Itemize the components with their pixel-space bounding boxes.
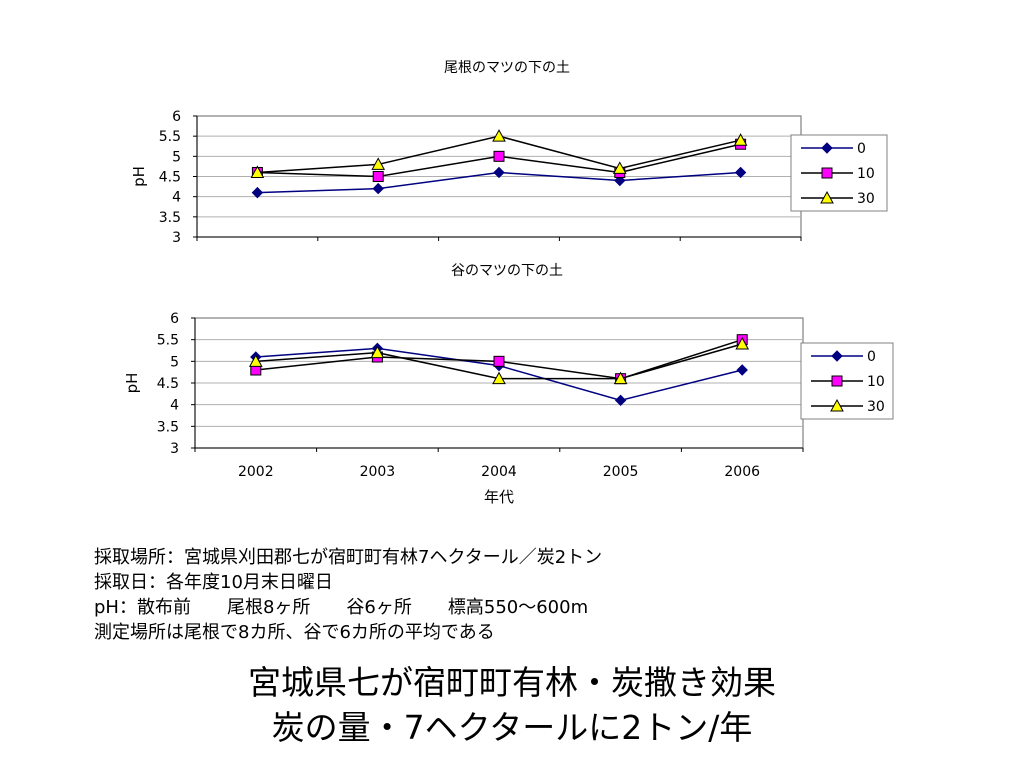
data-point-0 — [614, 394, 627, 407]
x-tick-label: 2003 — [360, 464, 396, 480]
chart-1: 尾根のマツの下の土 3 3.5 4 4.5 5 5.5 6 pH 0 10 30 — [130, 60, 888, 246]
x-tick-label: 2004 — [481, 464, 517, 480]
y-tick-label: 6 — [170, 311, 179, 327]
x-axis-label: 年代 — [484, 488, 514, 506]
data-point-30 — [370, 345, 385, 359]
data-point-30 — [733, 133, 748, 146]
y-tick-label: 5 — [170, 354, 179, 370]
legend-marker-30 — [820, 190, 834, 204]
y-tick-label: 5 — [172, 149, 181, 165]
y-tick-label: 4.5 — [157, 376, 179, 392]
data-point-0 — [372, 182, 384, 195]
y-axis-label: pH — [123, 373, 141, 394]
legend-label: 10 — [857, 166, 875, 182]
data-point-30 — [492, 129, 506, 142]
data-point-30 — [371, 157, 386, 170]
data-point-0 — [734, 166, 747, 179]
data-point-30 — [612, 161, 627, 174]
chart-title: 尾根のマツの下の土 — [444, 60, 570, 76]
y-tick-label: 5.5 — [159, 129, 181, 145]
legend-marker-10 — [821, 167, 833, 179]
y-tick-label: 3.5 — [157, 419, 179, 435]
data-point-10 — [372, 171, 384, 182]
x-tick-label: 2005 — [603, 464, 639, 480]
x-tick-label: 2006 — [724, 464, 760, 480]
sampling-date-note: 採取日：各年度10月末日曜日 — [94, 572, 333, 593]
legend-label: 10 — [867, 374, 885, 390]
data-point-0 — [736, 364, 748, 376]
y-tick-label: 6 — [172, 109, 181, 125]
chart-title: 谷のマツの下の土 — [451, 263, 563, 279]
data-point-0 — [493, 166, 505, 179]
y-tick-label: 3 — [172, 230, 181, 246]
legend-label: 0 — [867, 349, 876, 365]
y-tick-label: 4 — [170, 398, 179, 414]
measurement-note: 測定場所は尾根で8カ所、谷で6カ所の平均である — [94, 622, 495, 643]
x-tick-label: 2002 — [238, 464, 274, 480]
data-point-10 — [493, 355, 505, 367]
ph-sites-note: pH：散布前 尾根8ヶ所 谷6ヶ所 標高550～600m — [94, 597, 589, 618]
legend-marker-30 — [830, 398, 844, 412]
data-point-30 — [248, 354, 263, 367]
legend-marker-0 — [821, 142, 833, 154]
y-tick-label: 3 — [170, 441, 179, 457]
headline-line-1: 宮城県七が宿町町有林・炭撒き効果 — [248, 663, 776, 702]
data-point-30 — [492, 371, 506, 385]
sampling-notes: 採取場所：宮城県刈田郡七が宿町町有林7ヘクタール／炭2トン 採取日：各年度10月… — [94, 545, 602, 645]
headline-line-2: 炭の量・7ヘクタールに2トン/年 — [271, 708, 753, 747]
y-tick-label: 5.5 — [157, 333, 179, 349]
chart-2: 谷のマツの下の土 3 3.5 4 4.5 5 5.5 6 2002 2003 2004 2005 200… — [123, 263, 894, 506]
slide-headline: 宮城県七が宿町町有林・炭撒き効果 炭の量・7ヘクタールに2トン/年 — [0, 660, 1024, 750]
data-point-30 — [250, 165, 265, 178]
data-point-30 — [735, 336, 750, 350]
y-tick-label: 4.5 — [159, 170, 181, 186]
y-tick-label: 4 — [172, 190, 181, 206]
legend-marker-10 — [831, 375, 843, 387]
legend-label: 30 — [857, 191, 875, 207]
data-point-30 — [613, 371, 628, 385]
legend-marker-0 — [831, 350, 843, 362]
sampling-location-note: 採取場所：宮城県刈田郡七が宿町町有林7ヘクタール／炭2トン — [94, 547, 603, 568]
y-axis-label: pH — [130, 166, 148, 187]
legend-label: 30 — [867, 399, 885, 415]
data-point-0 — [614, 174, 626, 187]
legend-label: 0 — [857, 141, 866, 157]
data-point-0 — [251, 186, 264, 199]
data-point-10 — [493, 150, 505, 162]
charts-canvas: 尾根のマツの下の土 3 3.5 4 4.5 5 5.5 6 pH 0 10 30 谷のマツの下の土 3 3.… — [123, 60, 894, 506]
y-tick-label: 3.5 — [159, 210, 181, 226]
